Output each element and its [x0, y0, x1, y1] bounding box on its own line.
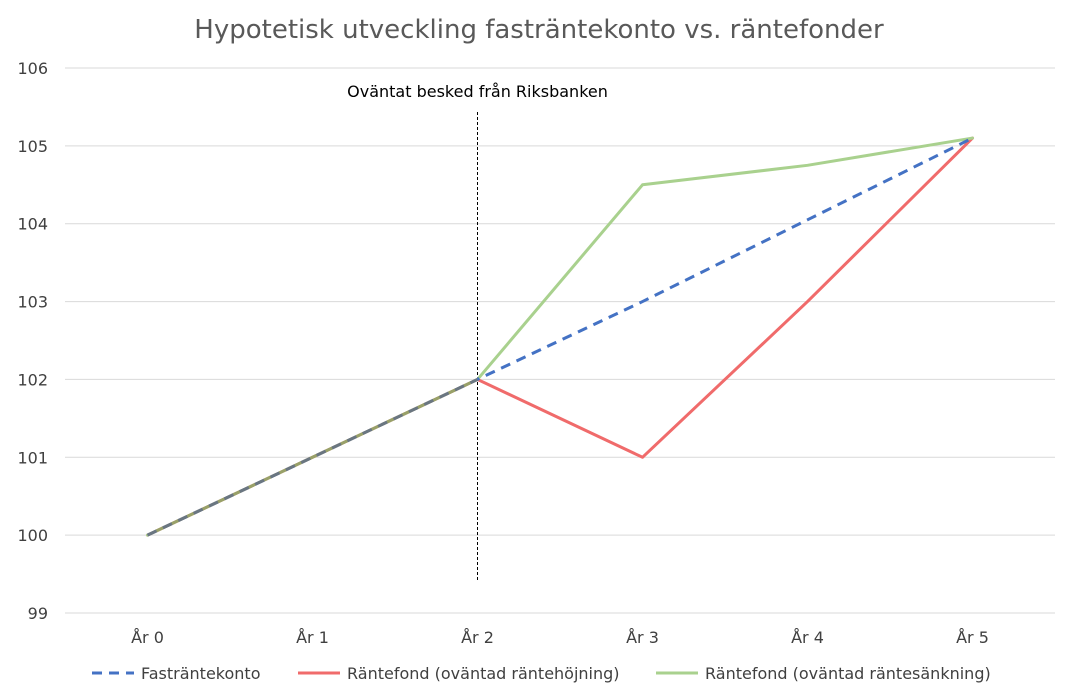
y-tick-label: 106	[17, 59, 48, 78]
legend-label: Räntefond (oväntad räntesänkning)	[705, 664, 991, 683]
y-axis-ticks: 99 100 101 102 103 104 105 106	[17, 59, 48, 623]
y-tick-label: 99	[28, 604, 48, 623]
y-tick-label: 101	[17, 448, 48, 467]
x-tick-label: År 4	[791, 628, 824, 647]
annotation-label: Oväntat besked från Riksbanken	[347, 82, 608, 101]
x-axis-ticks: År 0 År 1 År 2 År 3 År 4 År 5	[131, 628, 989, 647]
legend-label: Räntefond (oväntad räntehöjning)	[347, 664, 620, 683]
gridlines	[65, 67, 1055, 614]
y-tick-label: 100	[17, 526, 48, 545]
x-tick-label: År 0	[131, 628, 164, 647]
legend-label: Fasträntekonto	[141, 664, 260, 683]
y-tick-label: 102	[17, 370, 48, 389]
x-tick-label: År 1	[296, 628, 329, 647]
series-lines	[146, 136, 974, 537]
y-tick-label: 104	[17, 215, 48, 234]
y-tick-label: 103	[17, 293, 48, 312]
legend: Fasträntekonto Räntefond (oväntad räntehö…	[92, 664, 991, 683]
annotation: Oväntat besked från Riksbanken	[347, 82, 608, 582]
x-tick-label: År 2	[461, 628, 494, 647]
x-tick-label: År 3	[626, 628, 659, 647]
x-tick-label: År 5	[956, 628, 989, 647]
chart-title: Hypotetisk utveckling fasträntekonto vs.…	[194, 15, 884, 45]
series-overlap-segment	[146, 378, 479, 537]
y-tick-label: 105	[17, 137, 48, 156]
